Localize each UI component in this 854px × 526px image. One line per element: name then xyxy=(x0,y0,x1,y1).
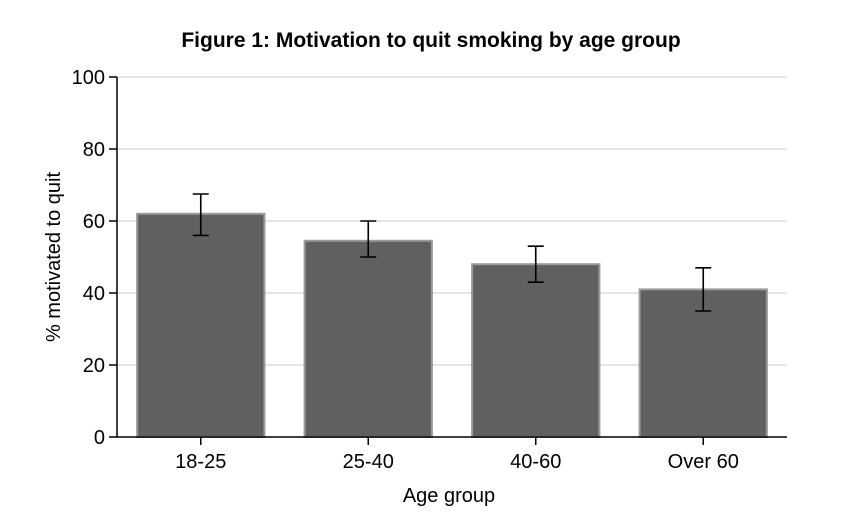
y-tick-label: 60 xyxy=(83,211,105,233)
y-tick-labels: 0 20 40 60 80 100 xyxy=(72,67,105,449)
y-tick-label: 80 xyxy=(83,139,105,161)
y-tick-label: 100 xyxy=(72,67,105,89)
error-bars xyxy=(192,193,712,312)
axes xyxy=(109,76,787,445)
x-tick-label: 40-60 xyxy=(510,451,561,473)
x-tick-label: 25-40 xyxy=(343,451,394,473)
bars xyxy=(136,212,768,439)
chart-title: Figure 1: Motivation to quit smoking by … xyxy=(181,29,680,52)
x-tick-label: 18-25 xyxy=(175,451,226,473)
bar xyxy=(638,288,768,438)
y-tick-label: 40 xyxy=(83,283,105,305)
y-axis-title: % motivated to quit xyxy=(43,172,65,343)
x-tick-labels: 18-25 25-40 40-60 Over 60 xyxy=(175,451,739,473)
bar xyxy=(303,239,433,438)
y-tick-label: 20 xyxy=(83,355,105,377)
bar xyxy=(136,212,266,438)
bar xyxy=(471,263,601,439)
x-axis-title: Age group xyxy=(403,485,495,507)
y-tick-label: 0 xyxy=(94,427,105,449)
x-tick-label: Over 60 xyxy=(668,451,739,473)
